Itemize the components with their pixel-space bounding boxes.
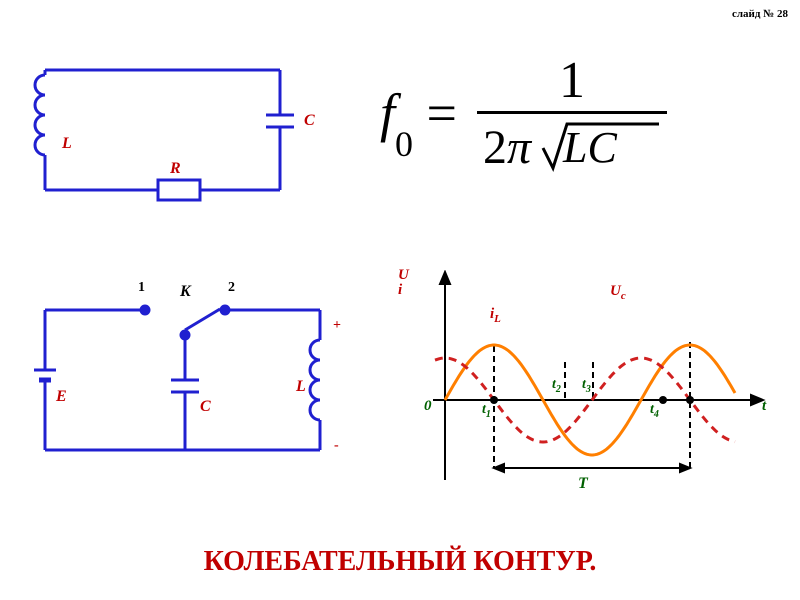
formula-resonant-freq: f0 = 1 2π LC — [380, 55, 667, 178]
c2-label-2: 2 — [228, 280, 235, 296]
formula-fraction-bar — [477, 111, 667, 114]
c2-label-K: K — [180, 283, 191, 301]
g-label-t4: t4 — [650, 402, 659, 420]
g-label-U: Ui — [398, 268, 409, 298]
c2-label-L: L — [296, 378, 306, 396]
g-label-t: t — [762, 398, 766, 415]
slide-title: КОЛЕБАТЕЛЬНЫЙ КОНТУР. — [0, 546, 800, 578]
c2-label-1: 1 — [138, 280, 145, 296]
c1-label-R: R — [170, 160, 181, 178]
formula-den-pi: π — [507, 124, 531, 172]
g-label-t3: t3 — [582, 377, 591, 395]
formula-sqrt-body: LC — [563, 126, 617, 170]
g-label-0: 0 — [424, 398, 432, 415]
c2-label-C: C — [200, 398, 211, 416]
c1-label-C: C — [304, 112, 315, 130]
c1-label-L: L — [62, 135, 72, 153]
g-label-T: T — [578, 475, 588, 493]
g-label-iL: iL — [490, 306, 501, 325]
formula-den-2: 2 — [483, 124, 507, 172]
g-label-t2: t2 — [552, 377, 561, 395]
formula-eq: = — [427, 83, 457, 143]
formula-numerator: 1 — [559, 55, 585, 107]
c2-label-minus: - — [334, 438, 339, 454]
slide-number: слайд № 28 — [732, 8, 788, 20]
formula-sub0: 0 — [395, 124, 413, 164]
c2-label-E: E — [56, 388, 67, 406]
circuit-eckl — [30, 275, 340, 485]
g-label-t1: t1 — [482, 402, 491, 420]
formula-f: f — [380, 83, 395, 143]
g-label-Uc: Uc — [610, 283, 626, 302]
formula-sqrt: LC — [531, 118, 661, 178]
c2-label-plus: + — [333, 318, 341, 334]
oscillation-graph — [415, 270, 785, 500]
